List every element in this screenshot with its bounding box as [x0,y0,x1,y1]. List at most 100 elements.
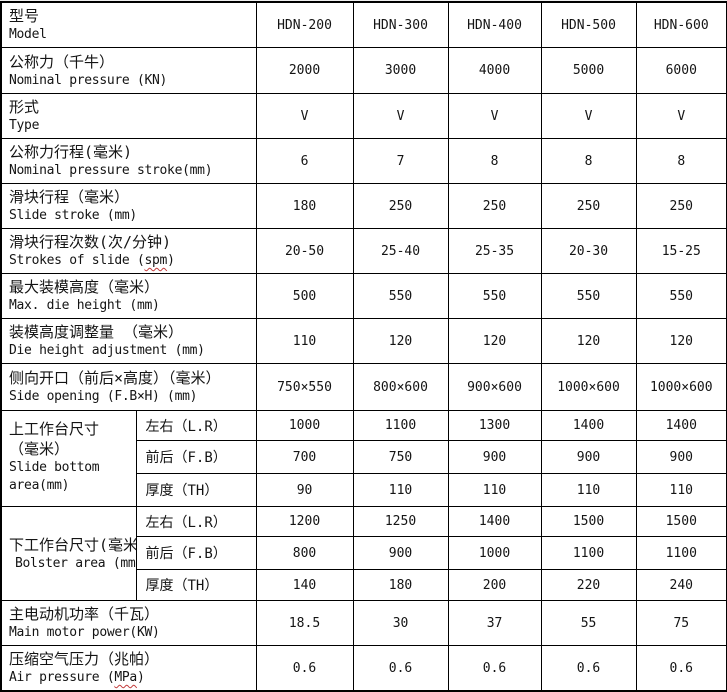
spec-cell: 30 [352,600,449,646]
spec-cell: 0.6 [540,645,637,692]
spec-cell: V [635,93,727,139]
row-label: 装模高度调整量 （毫米） Die height adjustment (mm) [0,318,257,364]
spec-cell: 700 [255,440,354,474]
table-row-side-opening: 侧向开口（前后×高度）（毫米） Side opening (F.B×H) (mm… [0,363,727,411]
spec-cell: 1500 [540,506,637,537]
row-label-en: Die height adjustment (mm) [9,343,205,358]
spec-cell: V [540,93,637,139]
spec-cell: 0.6 [352,645,449,692]
row-label-en: Strokes of slide (spm) [9,253,175,268]
spec-cell: 110 [635,473,727,507]
sub-label: 厚度（TH） [135,473,257,507]
spec-cell: 120 [635,318,727,364]
spellcheck-underline: MPa [114,670,137,685]
spec-cell: 900 [540,440,637,474]
spec-cell: 900 [447,440,542,474]
row-label-zh: 装模高度调整量 （毫米） [9,323,184,341]
table-row-type: 形式 Type V V V V V [0,93,727,139]
spec-cell: 1100 [352,410,449,441]
spec-cell: 25-40 [352,228,449,274]
row-label-model: 型号 Model [0,1,257,48]
model-header: HDN-500 [540,1,637,48]
row-label: 公称力（千牛） Nominal pressure (KN) [0,47,257,94]
table-row-slide-stroke: 滑块行程（毫米） Slide stroke (mm) 180 250 250 2… [0,183,727,229]
group-label-zh: （毫米） [9,440,70,458]
row-label-zh: 公称力（千牛） [9,52,115,71]
spec-cell: 250 [447,183,542,229]
row-label-zh: 压缩空气压力（兆帕） [9,650,160,668]
spec-cell: 110 [255,318,354,364]
spec-cell: 1100 [540,536,637,570]
row-label-zh: 侧向开口（前后×高度）（毫米） [9,369,221,387]
model-header: HDN-200 [255,1,354,48]
row-label-en: Model [9,27,47,42]
spec-cell: 1300 [447,410,542,441]
spec-cell: 75 [635,600,727,646]
spec-cell: V [352,93,449,139]
table-row-slide-bottom-fb: 前后（F.B） 700 750 900 900 900 [1,440,727,474]
row-label-en: Type [9,118,40,133]
row-label-zh: 形式 [9,98,40,116]
table-row-slide-bottom-lr: 上工作台尺寸 （毫米） Slide bottom area(mm) 左右（L.R… [0,410,727,507]
spec-cell: 1400 [540,410,637,441]
spec-cell: 800×600 [352,363,449,411]
row-label-en: Slide stroke (mm) [9,208,137,223]
spec-cell: 55 [540,600,637,646]
spec-cell: 5000 [540,47,637,94]
row-label-zh: 滑块行程次数(次/分钟) [9,233,172,251]
spec-cell: 1000 [447,536,542,570]
spec-cell: 800 [255,536,354,570]
spec-cell: 6 [255,138,354,184]
row-label-zh: 主电动机功率（千瓦） [9,605,160,623]
spec-cell: 90 [255,473,354,507]
spec-cell: 750 [352,440,449,474]
row-label: 滑块行程（毫米） Slide stroke (mm) [0,183,257,229]
table-row-nominal-pressure: 公称力（千牛） Nominal pressure (KN) 2000 3000 … [0,47,727,94]
spec-cell: 2000 [255,47,354,94]
row-label: 滑块行程次数(次/分钟) Strokes of slide (spm) [0,228,257,274]
spec-cell: 240 [635,569,727,601]
spec-cell: 37 [447,600,542,646]
sub-label: 前后（F.B） [135,440,257,474]
spec-cell: 20-50 [255,228,354,274]
group-label-en: Bolster area (mm) [15,555,136,571]
spec-cell: 250 [540,183,637,229]
spec-cell: 180 [352,569,449,601]
row-label-zh: 最大装模高度（毫米） [9,278,160,296]
table-row-bolster-lr: 下工作台尺寸(毫米) Bolster area (mm) 左右（L.R） 120… [0,506,727,601]
spec-cell: 0.6 [635,645,727,692]
spec-cell: 18.5 [255,600,354,646]
spec-cell: 550 [352,273,449,319]
row-label: 主电动机功率（千瓦） Main motor power(KW) [0,600,257,646]
table-row-strokes-of-slide: 滑块行程次数(次/分钟) Strokes of slide (spm) 20-5… [0,228,727,274]
spec-cell: 1400 [635,410,727,441]
spec-cell: 0.6 [255,645,354,692]
spec-cell: 25-35 [447,228,542,274]
row-label-en: Air pressure (MPa) [9,670,145,685]
spellcheck-underline: spm [144,253,168,268]
row-label-en: Main motor power(KW) [9,625,160,640]
spec-cell: 1000×600 [540,363,637,411]
spec-cell: 8 [540,138,637,184]
sub-label: 左右（L.R） [135,410,257,441]
row-label-en: Side opening (F.B×H) (mm) [9,389,198,404]
model-header: HDN-400 [447,1,542,48]
spec-cell: 8 [635,138,727,184]
spec-cell: 550 [635,273,727,319]
spec-cell: 1000 [255,410,354,441]
sub-label: 前后（F.B） [135,536,257,570]
spec-cell: 6000 [635,47,727,94]
spec-cell: 1400 [447,506,542,537]
sub-label: 厚度（TH） [135,569,257,601]
row-label: 形式 Type [0,93,257,139]
group-label-en: Slide bottom [9,460,100,475]
spec-cell: 120 [352,318,449,364]
group-label-zh: 上工作台尺寸 [9,420,100,438]
table-row-air-pressure: 压缩空气压力（兆帕） Air pressure (MPa) 0.6 0.6 0.… [0,645,727,692]
spec-cell: 200 [447,569,542,601]
row-label-en: Max. die height (mm) [9,298,160,313]
table-row-main-motor-power: 主电动机功率（千瓦） Main motor power(KW) 18.5 30 … [0,600,727,646]
group-label-bolster: 下工作台尺寸(毫米) Bolster area (mm) [0,506,137,601]
spec-cell: 1100 [635,536,727,570]
spec-cell: 180 [255,183,354,229]
